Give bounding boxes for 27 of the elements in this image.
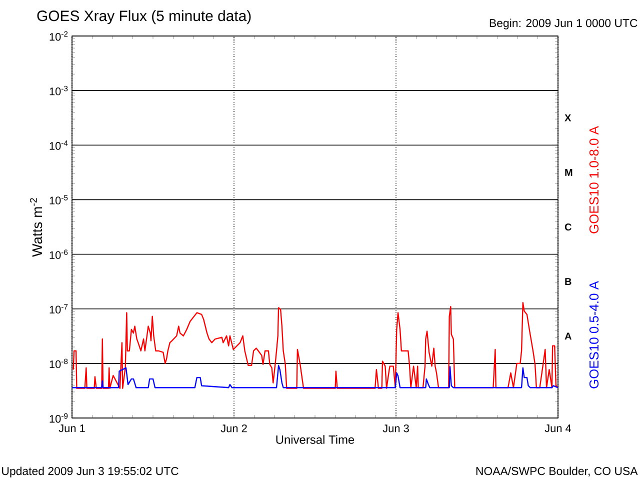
y-axis-title: Watts m$^{-2}$	[30, 198, 42, 257]
text: X	[564, 114, 572, 122]
text: M	[565, 168, 572, 176]
chart-title: GOES Xray Flux (5 minute data)	[37, 10, 251, 24]
text: GOES10 0.5-4.0 A	[589, 281, 599, 388]
text: NOAA/SWPC Boulder, CO USA	[476, 466, 638, 476]
y-tick-label: 10$^{-6}$	[50, 250, 68, 259]
x-tick-label: Jun 2	[220, 424, 247, 432]
line-series	[72, 302, 558, 389]
y-tick-label: 10$^{-7}$	[50, 304, 68, 314]
y-tick-label: 10$^{-3}$	[50, 86, 68, 96]
y-tick-label: 10$^{-2}$	[50, 31, 68, 41]
y-tick-label: 10$^{-4}$	[50, 140, 68, 150]
x-tick-label: Jun 3	[382, 424, 409, 432]
y-tick-label: 10$^{-9}$	[50, 413, 68, 423]
x-axis-title: Universal Time	[276, 435, 354, 444]
x-tick-label: Jun 4	[544, 424, 572, 432]
x-tick-label: Jun 1	[58, 424, 85, 432]
y-tick-label: 10$^{-5}$	[50, 195, 68, 204]
line-series	[72, 364, 558, 388]
y-tick-label: 10$^{-8}$	[50, 358, 68, 368]
text: GOES10 1.0-8.0 A	[589, 126, 599, 234]
text: C	[564, 223, 572, 231]
text: B	[565, 278, 572, 285]
text: Updated 2009 Jun 3 19:55:02 UTC	[2, 466, 178, 478]
text: A	[564, 332, 572, 340]
text: Begin: 2009 Jun 1 0000 UTC	[490, 18, 638, 30]
